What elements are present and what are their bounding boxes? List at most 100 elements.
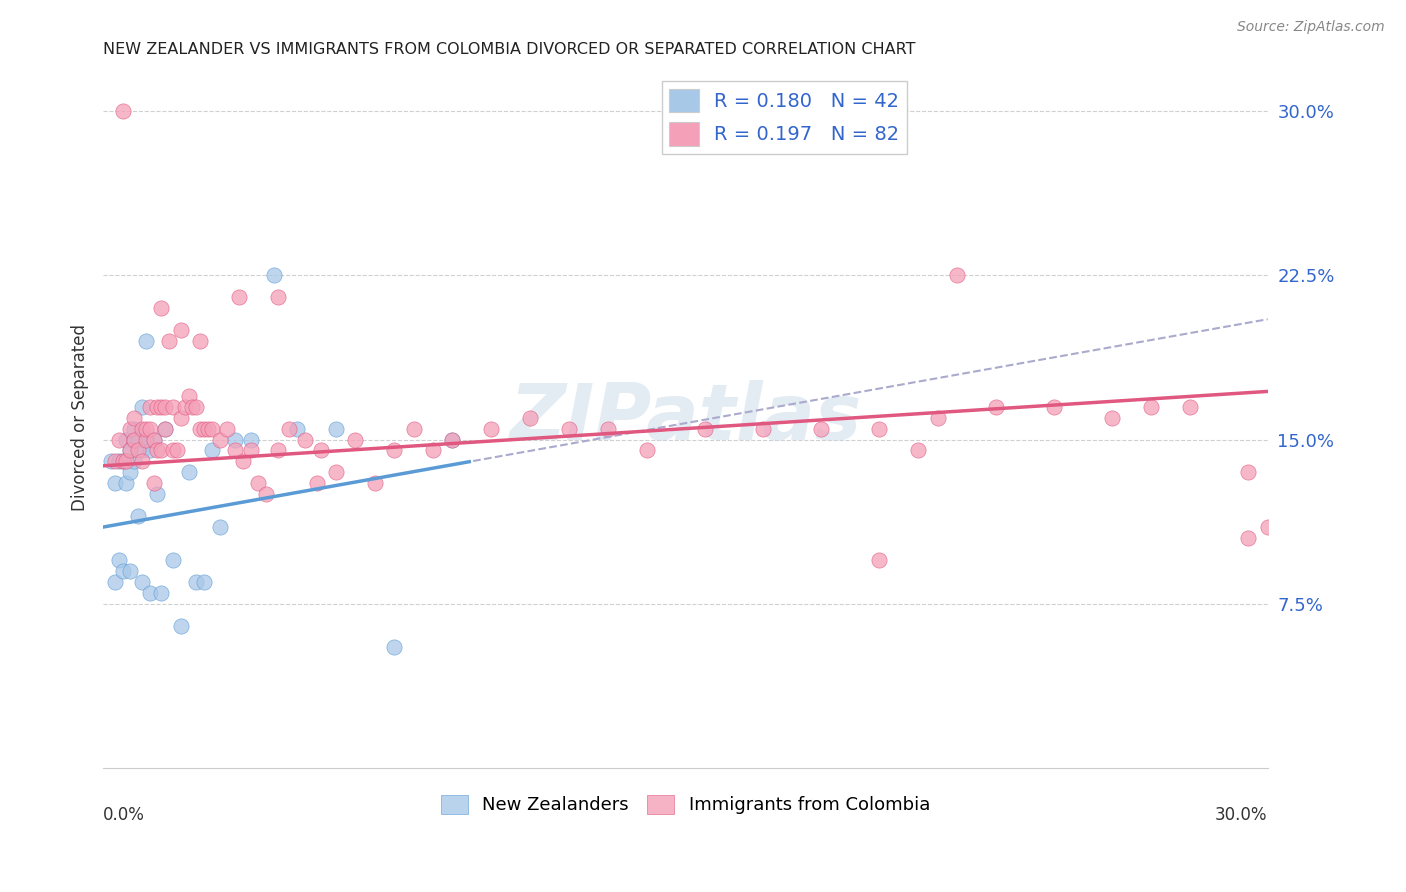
- Point: [115, 454, 138, 468]
- Point: [155, 422, 177, 436]
- Point: [146, 487, 169, 501]
- Text: ZIPatlas: ZIPatlas: [509, 380, 862, 456]
- Point: [157, 334, 180, 348]
- Point: [104, 476, 127, 491]
- Point: [1237, 531, 1260, 545]
- Point: [173, 400, 195, 414]
- Point: [120, 422, 142, 436]
- Point: [150, 585, 173, 599]
- Point: [166, 443, 188, 458]
- Point: [111, 564, 134, 578]
- Point: [170, 410, 193, 425]
- Point: [752, 422, 775, 436]
- Point: [186, 574, 208, 589]
- Point: [131, 443, 153, 458]
- Point: [294, 433, 316, 447]
- Text: 30.0%: 30.0%: [1215, 806, 1268, 824]
- Point: [325, 422, 347, 436]
- Point: [115, 433, 138, 447]
- Text: NEW ZEALANDER VS IMMIGRANTS FROM COLOMBIA DIVORCED OR SEPARATED CORRELATION CHAR: NEW ZEALANDER VS IMMIGRANTS FROM COLOMBI…: [103, 42, 915, 57]
- Point: [232, 454, 254, 468]
- Point: [344, 433, 367, 447]
- Point: [254, 487, 277, 501]
- Point: [382, 640, 405, 655]
- Point: [402, 422, 425, 436]
- Point: [170, 618, 193, 632]
- Point: [946, 268, 969, 283]
- Point: [984, 400, 1007, 414]
- Point: [1178, 400, 1201, 414]
- Point: [107, 553, 129, 567]
- Point: [138, 400, 160, 414]
- Point: [120, 564, 142, 578]
- Point: [104, 574, 127, 589]
- Point: [142, 476, 165, 491]
- Point: [519, 410, 541, 425]
- Point: [263, 268, 285, 283]
- Point: [636, 443, 658, 458]
- Point: [197, 422, 219, 436]
- Text: Source: ZipAtlas.com: Source: ZipAtlas.com: [1237, 20, 1385, 34]
- Point: [122, 454, 145, 468]
- Point: [217, 422, 239, 436]
- Point: [135, 433, 157, 447]
- Point: [869, 422, 891, 436]
- Point: [188, 334, 211, 348]
- Point: [142, 433, 165, 447]
- Point: [131, 422, 153, 436]
- Point: [146, 443, 169, 458]
- Point: [239, 433, 262, 447]
- Point: [1101, 410, 1123, 425]
- Point: [138, 422, 160, 436]
- Point: [131, 400, 153, 414]
- Point: [285, 422, 308, 436]
- Point: [107, 433, 129, 447]
- Point: [278, 422, 301, 436]
- Point: [201, 422, 224, 436]
- Point: [869, 553, 891, 567]
- Point: [224, 433, 246, 447]
- Point: [135, 433, 157, 447]
- Point: [228, 290, 250, 304]
- Point: [479, 422, 502, 436]
- Point: [193, 422, 215, 436]
- Point: [100, 454, 122, 468]
- Point: [120, 443, 142, 458]
- Point: [1257, 520, 1279, 534]
- Point: [267, 290, 290, 304]
- Point: [267, 443, 290, 458]
- Point: [1237, 466, 1260, 480]
- Point: [693, 422, 716, 436]
- Point: [122, 422, 145, 436]
- Point: [907, 443, 929, 458]
- Point: [810, 422, 832, 436]
- Point: [150, 301, 173, 316]
- Text: 0.0%: 0.0%: [103, 806, 145, 824]
- Point: [146, 400, 169, 414]
- Point: [111, 454, 134, 468]
- Point: [127, 443, 149, 458]
- Legend: R = 0.180   N = 42, R = 0.197   N = 82: R = 0.180 N = 42, R = 0.197 N = 82: [662, 81, 907, 153]
- Point: [208, 433, 231, 447]
- Point: [422, 443, 444, 458]
- Point: [122, 433, 145, 447]
- Point: [558, 422, 581, 436]
- Point: [122, 433, 145, 447]
- Point: [111, 104, 134, 119]
- Point: [162, 400, 184, 414]
- Point: [181, 400, 204, 414]
- Point: [127, 509, 149, 524]
- Point: [107, 454, 129, 468]
- Point: [131, 454, 153, 468]
- Point: [162, 553, 184, 567]
- Point: [122, 410, 145, 425]
- Point: [170, 323, 193, 337]
- Point: [127, 433, 149, 447]
- Point: [155, 422, 177, 436]
- Point: [927, 410, 949, 425]
- Point: [239, 443, 262, 458]
- Point: [120, 443, 142, 458]
- Point: [441, 433, 464, 447]
- Point: [177, 389, 200, 403]
- Point: [150, 400, 173, 414]
